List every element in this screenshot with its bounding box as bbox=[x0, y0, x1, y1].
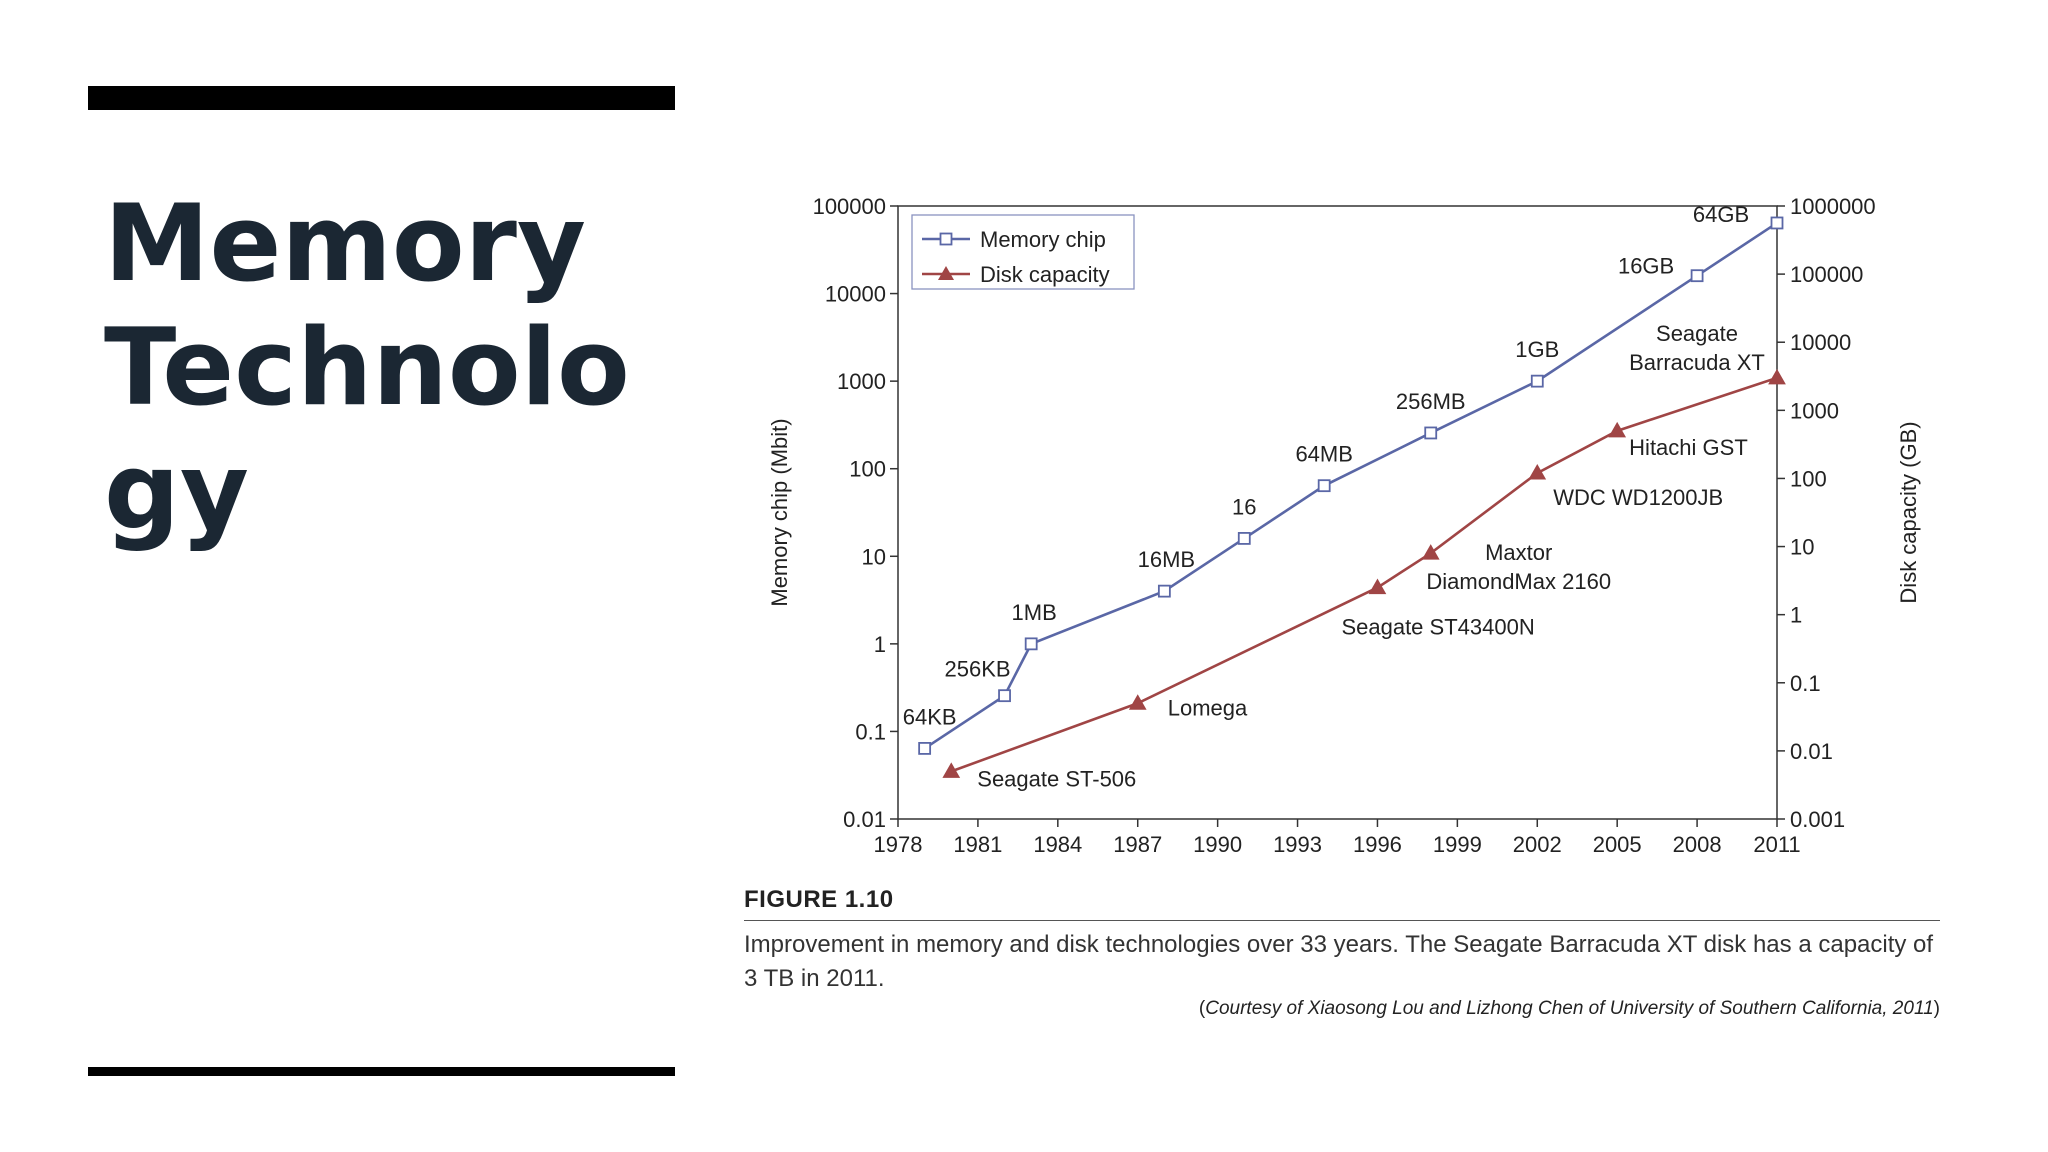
disk-point bbox=[1768, 368, 1786, 385]
data-label: 64KB bbox=[903, 704, 957, 729]
memory-point bbox=[1530, 374, 1544, 388]
y-tick-label: 100000 bbox=[813, 194, 886, 219]
memory-point bbox=[1157, 584, 1171, 598]
y-tick-label: 1 bbox=[874, 632, 886, 657]
x-tick-label: 1984 bbox=[1033, 832, 1082, 857]
y-tick-label: 10 bbox=[862, 544, 886, 569]
disk-point bbox=[942, 762, 961, 778]
y-right-axis-title: Disk capacity (GB) bbox=[1896, 421, 1921, 603]
memory-disk-chart: 1978 1981 1984 1987 1990 1993 1996 1999 2002 2005… bbox=[767, 194, 1921, 857]
x-tick-label: 1993 bbox=[1273, 832, 1322, 857]
y-right-tick-label: 1 bbox=[1790, 603, 1802, 628]
series-line-memory bbox=[923, 221, 1778, 750]
memory-point bbox=[918, 742, 932, 755]
disk-point bbox=[1421, 544, 1440, 560]
data-label: 256KB bbox=[945, 657, 1011, 682]
data-label: 1MB bbox=[1012, 600, 1057, 625]
memory-point bbox=[1424, 426, 1438, 440]
figure-caption: Improvement in memory and disk technolog… bbox=[744, 931, 1934, 992]
y-tick-label: 100 bbox=[849, 457, 886, 482]
data-label: 16 bbox=[1232, 494, 1256, 519]
data-label: WDC WD1200JB bbox=[1553, 485, 1723, 510]
memory-point bbox=[1237, 532, 1251, 545]
disk-point bbox=[1128, 694, 1147, 710]
data-label: 16GB bbox=[1618, 254, 1674, 279]
data-label: Maxtor DiamondMax 2160 bbox=[1426, 540, 1611, 594]
memory-point bbox=[1770, 216, 1784, 230]
top-rule bbox=[88, 86, 675, 110]
x-tick-label: 2005 bbox=[1593, 832, 1642, 857]
disk-point bbox=[1608, 421, 1627, 438]
plot-frame bbox=[897, 205, 1778, 820]
x-tick-label: 1990 bbox=[1193, 832, 1242, 857]
legend-marker bbox=[938, 266, 954, 280]
y-right-tick-label: 100 bbox=[1790, 466, 1827, 491]
figure-credit: (Courtesy of Xiaosong Lou and Lizhong Ch… bbox=[744, 998, 1940, 1020]
data-label: Seagate Barracuda XT bbox=[1629, 321, 1765, 375]
disk-point bbox=[1368, 578, 1387, 595]
credit-close-paren: ) bbox=[1933, 998, 1940, 1019]
y-tick-label: 0.01 bbox=[843, 807, 886, 832]
memory-point bbox=[1690, 269, 1704, 283]
y-right-tick-label: 1000 bbox=[1790, 398, 1839, 423]
y-right-tick-label: 10000 bbox=[1790, 330, 1851, 355]
y-tick-label: 1000 bbox=[837, 369, 886, 394]
figure-divider bbox=[744, 920, 1940, 921]
data-label: 1GB bbox=[1515, 337, 1559, 362]
legend-label: Disk capacity bbox=[980, 262, 1110, 287]
y-right-tick-label: 10 bbox=[1790, 535, 1814, 560]
x-tick-label: 2011 bbox=[1753, 832, 1800, 857]
y-right-tick-label: 0.01 bbox=[1790, 739, 1833, 764]
data-label: 16MB bbox=[1138, 547, 1195, 572]
x-tick-label: 1999 bbox=[1433, 832, 1482, 857]
legend-marker bbox=[939, 232, 953, 246]
data-label: 256MB bbox=[1396, 389, 1466, 414]
y-tick-label: 10000 bbox=[825, 282, 886, 307]
x-tick-label: 1996 bbox=[1353, 832, 1402, 857]
data-label: 64MB bbox=[1295, 442, 1352, 467]
credit-open-paren: ( bbox=[1198, 998, 1206, 1019]
x-tick-label: 2002 bbox=[1513, 832, 1562, 857]
x-tick-label: 1978 bbox=[874, 832, 923, 857]
memory-point bbox=[998, 689, 1011, 703]
data-label: Seagate ST43400N bbox=[1341, 615, 1534, 640]
slide-title: Memory Technology bbox=[104, 182, 630, 553]
y-right-tick-label: 100000 bbox=[1790, 262, 1863, 287]
disk-point bbox=[1528, 464, 1547, 480]
y-right-tick-label: 0.001 bbox=[1790, 807, 1845, 832]
memory-point bbox=[1024, 637, 1038, 651]
x-tick-label: 1987 bbox=[1113, 832, 1162, 857]
y-axis-title: Memory chip (Mbit) bbox=[767, 418, 792, 606]
data-label: Hitachi GST bbox=[1629, 435, 1748, 460]
x-tick-label: 1981 bbox=[953, 832, 1002, 857]
credit-text: Courtesy of Xiaosong Lou and Lizhong Che… bbox=[1205, 998, 1934, 1019]
bottom-rule bbox=[88, 1067, 675, 1076]
data-label: 64GB bbox=[1693, 202, 1749, 227]
data-label: Lomega bbox=[1168, 695, 1248, 720]
data-label: Seagate ST-506 bbox=[977, 766, 1136, 791]
figure-label: FIGURE 1.10 bbox=[744, 886, 894, 913]
memory-point bbox=[1317, 479, 1331, 493]
y-right-tick-label: 1000000 bbox=[1790, 194, 1876, 219]
legend-label: Memory chip bbox=[980, 227, 1106, 252]
y-tick-label: 0.1 bbox=[855, 719, 886, 744]
y-right-tick-label: 0.1 bbox=[1790, 671, 1821, 696]
x-tick-label: 2008 bbox=[1673, 832, 1722, 857]
